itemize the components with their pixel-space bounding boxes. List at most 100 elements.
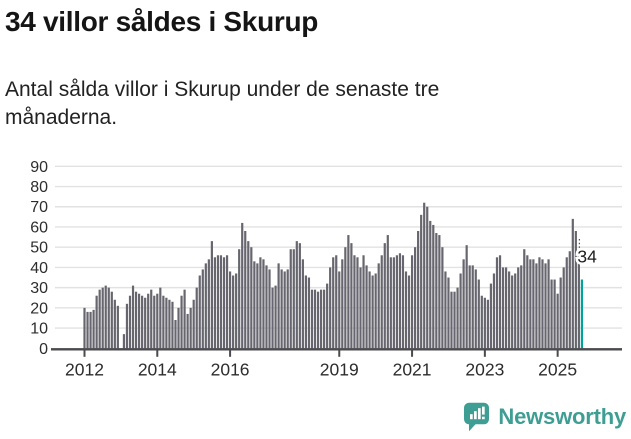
bar bbox=[271, 287, 274, 349]
bar bbox=[177, 307, 180, 349]
bar bbox=[256, 263, 259, 349]
bar bbox=[298, 243, 301, 349]
x-tick-label: 2019 bbox=[320, 359, 359, 379]
bar bbox=[447, 277, 450, 349]
bar bbox=[504, 267, 508, 349]
y-tick-label: 50 bbox=[30, 240, 48, 257]
bar bbox=[159, 287, 162, 349]
bar bbox=[207, 259, 210, 349]
bar bbox=[544, 263, 547, 349]
bar bbox=[225, 255, 229, 349]
bar bbox=[389, 257, 392, 349]
bar bbox=[213, 257, 217, 349]
y-tick-label: 80 bbox=[30, 179, 48, 196]
bar bbox=[147, 293, 150, 349]
bar bbox=[265, 265, 268, 349]
bar bbox=[474, 269, 477, 349]
highlight-bar bbox=[580, 279, 584, 349]
bar bbox=[395, 255, 398, 349]
bar bbox=[150, 289, 153, 349]
bar bbox=[307, 277, 311, 349]
bar bbox=[535, 263, 538, 349]
bar bbox=[122, 334, 126, 349]
y-tick-label: 70 bbox=[30, 199, 48, 216]
bar bbox=[289, 249, 292, 349]
bar bbox=[532, 259, 535, 349]
bar bbox=[556, 293, 559, 349]
bar bbox=[471, 265, 474, 349]
bar bbox=[392, 257, 395, 349]
bar bbox=[350, 243, 353, 349]
bar bbox=[456, 287, 459, 349]
bar bbox=[244, 231, 247, 349]
brand-footer: Newsworthy bbox=[463, 401, 626, 433]
bar bbox=[283, 271, 286, 349]
bar bbox=[489, 283, 493, 349]
bar bbox=[568, 251, 571, 349]
y-tick-label: 30 bbox=[30, 280, 48, 297]
bar bbox=[368, 271, 371, 349]
bar bbox=[374, 273, 377, 349]
value-annotation: 34 bbox=[577, 247, 597, 267]
bar bbox=[192, 299, 195, 349]
bar bbox=[319, 289, 323, 349]
bar bbox=[429, 220, 432, 349]
x-tick-label: 2014 bbox=[138, 359, 177, 379]
bar bbox=[174, 319, 177, 349]
bar bbox=[125, 303, 129, 349]
bar bbox=[435, 233, 438, 349]
bar bbox=[386, 235, 389, 349]
bar bbox=[362, 255, 365, 349]
bar bbox=[195, 287, 198, 349]
bar bbox=[344, 247, 347, 349]
bar bbox=[426, 206, 429, 349]
bar bbox=[295, 241, 298, 349]
page-title: 34 villor såldes i Skurup bbox=[5, 6, 319, 37]
bar bbox=[562, 267, 565, 349]
bar bbox=[186, 313, 189, 349]
bar bbox=[131, 285, 135, 349]
bar bbox=[274, 285, 277, 349]
bar bbox=[313, 289, 317, 349]
bar bbox=[495, 257, 499, 349]
bar bbox=[134, 291, 138, 349]
brand-name: Newsworthy bbox=[498, 404, 626, 429]
bar bbox=[444, 271, 447, 349]
bar bbox=[198, 275, 201, 349]
bar bbox=[222, 257, 226, 349]
bar bbox=[201, 269, 204, 349]
bar bbox=[216, 255, 220, 349]
bar bbox=[338, 271, 341, 349]
bar bbox=[383, 243, 386, 349]
bar bbox=[235, 273, 238, 349]
bar bbox=[477, 279, 480, 349]
bar bbox=[547, 259, 550, 349]
y-tick-label: 60 bbox=[30, 219, 48, 236]
y-tick-label: 0 bbox=[39, 341, 48, 358]
bar bbox=[420, 214, 423, 349]
x-tick-label: 2023 bbox=[465, 359, 504, 379]
bar bbox=[204, 263, 207, 349]
newsworthy-logo-icon bbox=[464, 402, 490, 432]
bar bbox=[98, 289, 101, 349]
bar bbox=[559, 277, 562, 349]
bar bbox=[341, 259, 344, 349]
bar bbox=[514, 273, 517, 349]
bar bbox=[168, 299, 171, 349]
bar bbox=[553, 279, 556, 349]
bar bbox=[137, 293, 141, 349]
bar bbox=[165, 297, 168, 349]
bar bbox=[323, 289, 326, 349]
bar bbox=[501, 267, 505, 349]
bar bbox=[520, 265, 523, 349]
y-tick-label: 40 bbox=[30, 260, 48, 277]
bar bbox=[465, 245, 468, 349]
bar bbox=[335, 255, 338, 349]
bar bbox=[83, 307, 86, 349]
bar bbox=[571, 218, 574, 349]
bar bbox=[432, 224, 435, 349]
bar bbox=[565, 257, 568, 349]
bar bbox=[577, 255, 580, 349]
x-tick-label: 2012 bbox=[65, 359, 104, 379]
bar bbox=[189, 307, 192, 349]
